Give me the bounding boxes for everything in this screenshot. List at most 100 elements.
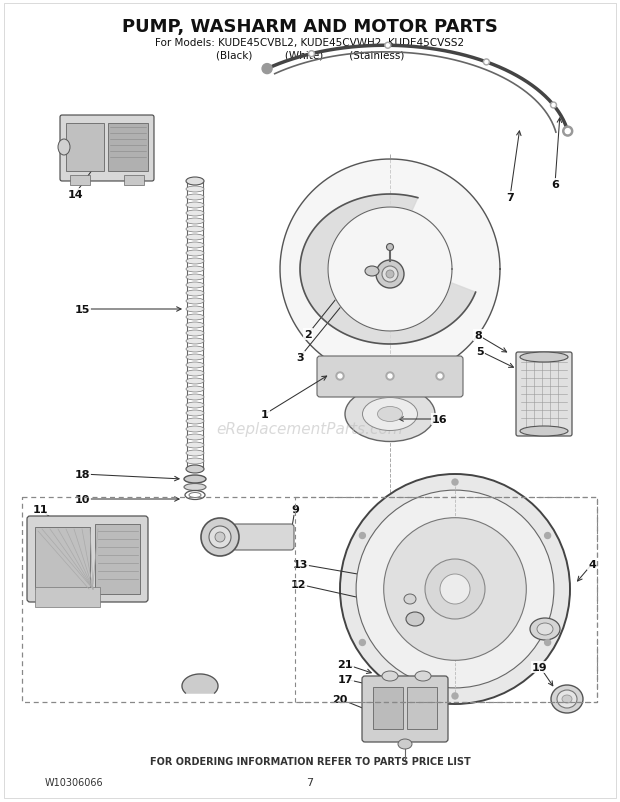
Ellipse shape [404, 594, 416, 604]
Ellipse shape [186, 443, 204, 448]
Text: 17: 17 [337, 674, 353, 684]
Ellipse shape [388, 375, 392, 379]
Ellipse shape [186, 354, 204, 361]
FancyBboxPatch shape [317, 357, 463, 398]
Text: 11: 11 [32, 504, 48, 514]
Ellipse shape [452, 480, 458, 485]
Ellipse shape [485, 61, 488, 64]
Ellipse shape [186, 330, 204, 337]
Ellipse shape [336, 373, 344, 380]
Ellipse shape [484, 60, 489, 66]
Ellipse shape [378, 407, 402, 422]
Ellipse shape [363, 398, 417, 431]
Ellipse shape [186, 298, 204, 305]
Ellipse shape [309, 51, 314, 58]
Ellipse shape [186, 387, 204, 392]
Ellipse shape [186, 314, 204, 321]
Ellipse shape [186, 435, 204, 440]
Ellipse shape [382, 671, 398, 681]
Ellipse shape [551, 103, 557, 109]
FancyBboxPatch shape [233, 525, 294, 550]
Ellipse shape [186, 267, 204, 273]
Ellipse shape [186, 203, 204, 209]
Ellipse shape [186, 282, 204, 289]
Text: 3: 3 [296, 353, 304, 363]
Ellipse shape [398, 739, 412, 749]
Ellipse shape [520, 353, 568, 363]
Text: 1: 1 [261, 410, 269, 419]
Bar [373, 687, 403, 729]
Ellipse shape [552, 104, 555, 107]
Text: 4: 4 [588, 559, 596, 569]
Ellipse shape [440, 574, 470, 604]
Ellipse shape [386, 244, 394, 251]
Ellipse shape [310, 53, 313, 56]
Ellipse shape [186, 243, 204, 249]
Bar [70, 176, 90, 186]
Text: 18: 18 [74, 469, 90, 480]
Polygon shape [182, 674, 218, 693]
Ellipse shape [386, 373, 394, 380]
Ellipse shape [189, 493, 201, 498]
Ellipse shape [365, 267, 379, 277]
Text: 19: 19 [532, 662, 548, 672]
Ellipse shape [186, 419, 204, 424]
Ellipse shape [385, 43, 391, 49]
Text: eReplacementParts.com: eReplacementParts.com [216, 422, 404, 437]
Ellipse shape [563, 127, 573, 137]
Ellipse shape [58, 140, 70, 156]
Ellipse shape [186, 322, 204, 329]
Ellipse shape [537, 623, 553, 635]
Ellipse shape [562, 695, 572, 703]
Ellipse shape [186, 251, 204, 257]
Ellipse shape [186, 465, 204, 473]
Polygon shape [280, 160, 500, 379]
Ellipse shape [186, 195, 204, 200]
Text: 6: 6 [551, 180, 559, 190]
Ellipse shape [186, 227, 204, 233]
Ellipse shape [551, 685, 583, 713]
Text: 21: 21 [337, 659, 353, 669]
Text: 10: 10 [74, 494, 90, 504]
Ellipse shape [544, 640, 551, 646]
Bar [66, 124, 104, 172]
Ellipse shape [201, 518, 239, 557]
Text: 7: 7 [306, 777, 314, 787]
Ellipse shape [520, 427, 568, 436]
Ellipse shape [345, 387, 435, 442]
Ellipse shape [186, 178, 204, 186]
Ellipse shape [425, 559, 485, 619]
Ellipse shape [186, 290, 204, 297]
Ellipse shape [186, 363, 204, 369]
Ellipse shape [186, 371, 204, 376]
Ellipse shape [186, 259, 204, 265]
Ellipse shape [262, 64, 272, 75]
Text: For Models: KUDE45CVBL2, KUDE45CVWH2, KUDE45CVSS2: For Models: KUDE45CVBL2, KUDE45CVWH2, KU… [156, 38, 464, 48]
Ellipse shape [452, 693, 458, 699]
Ellipse shape [186, 346, 204, 353]
Ellipse shape [184, 484, 206, 491]
Text: 12: 12 [290, 579, 306, 589]
Text: 16: 16 [432, 415, 448, 424]
Ellipse shape [544, 533, 551, 539]
Ellipse shape [356, 491, 554, 688]
Ellipse shape [186, 211, 204, 217]
Ellipse shape [186, 219, 204, 225]
Ellipse shape [386, 45, 389, 47]
Text: 8: 8 [474, 330, 482, 341]
Ellipse shape [384, 518, 526, 661]
Ellipse shape [386, 270, 394, 278]
Text: W10306066: W10306066 [45, 777, 104, 787]
Text: 7: 7 [506, 192, 514, 203]
Ellipse shape [530, 618, 560, 640]
Ellipse shape [186, 306, 204, 313]
Bar [124, 176, 144, 186]
Bar [295, 497, 597, 702]
Ellipse shape [209, 526, 231, 549]
Ellipse shape [565, 129, 570, 135]
Bar [22, 497, 597, 702]
Ellipse shape [186, 395, 204, 400]
Text: 15: 15 [74, 305, 90, 314]
Ellipse shape [406, 612, 424, 626]
Ellipse shape [360, 533, 365, 539]
